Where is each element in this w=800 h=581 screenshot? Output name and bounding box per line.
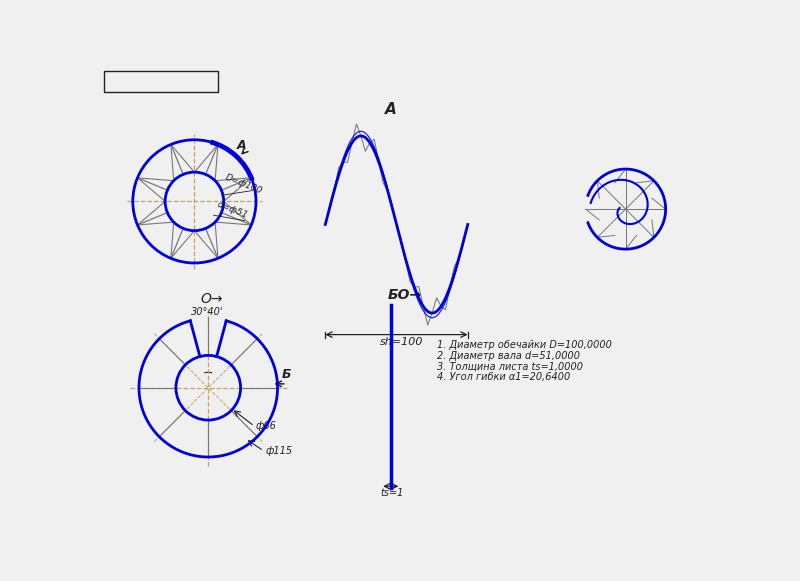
Text: ф115: ф115 — [266, 446, 292, 456]
Text: 4. Угол гибки α1=20,6400: 4. Угол гибки α1=20,6400 — [437, 372, 570, 382]
Text: О→: О→ — [201, 292, 223, 306]
Text: 30°40': 30°40' — [191, 307, 224, 317]
Text: ts=1: ts=1 — [381, 487, 404, 497]
Text: sh=100: sh=100 — [379, 336, 423, 347]
Bar — [103, 71, 218, 92]
Text: БО→: БО→ — [388, 288, 422, 302]
Text: D=ф100: D=ф100 — [224, 173, 263, 196]
Text: А: А — [385, 102, 397, 117]
Text: А: А — [237, 139, 246, 152]
Text: ф66: ф66 — [256, 421, 277, 431]
Text: d=ф51: d=ф51 — [216, 200, 250, 220]
Text: 2. Диаметр вала d=51,0000: 2. Диаметр вала d=51,0000 — [437, 350, 580, 360]
Text: 3. Толщина листа ts=1,0000: 3. Толщина листа ts=1,0000 — [437, 361, 583, 371]
Text: Б: Б — [282, 368, 292, 382]
Text: 1. Диаметр обечайки D=100,0000: 1. Диаметр обечайки D=100,0000 — [437, 340, 612, 350]
